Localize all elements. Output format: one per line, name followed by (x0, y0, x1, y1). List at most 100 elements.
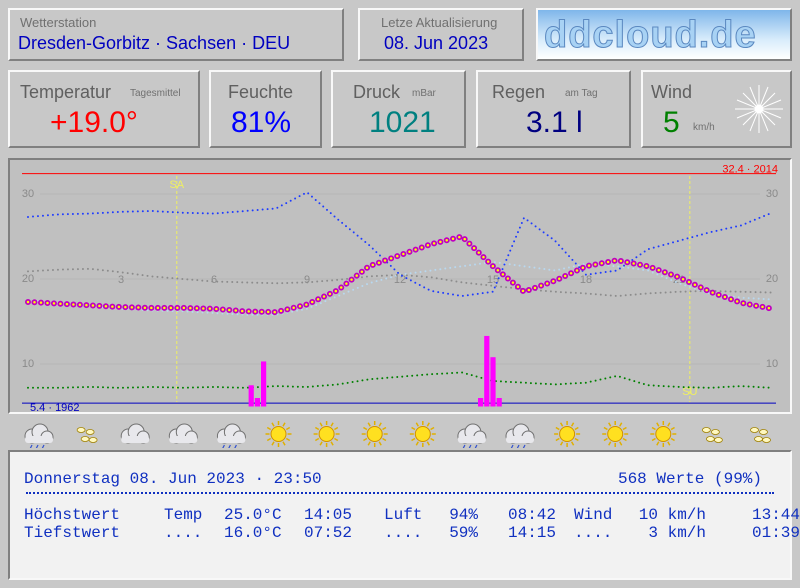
series-line (27, 371, 773, 389)
summary-cell: .... (164, 524, 203, 542)
night-cloud (714, 437, 723, 443)
sun-ray (415, 441, 419, 446)
tile-title: Feuchte (228, 82, 294, 102)
night-cloud (706, 436, 715, 442)
rain-drop (522, 444, 526, 448)
summary-cell: 13:44 (752, 506, 800, 524)
update-date: 08. Jun 2023 (384, 33, 489, 53)
weather-icon (457, 423, 487, 448)
sun-ray (622, 426, 627, 431)
cloud-base (217, 436, 246, 443)
tile: Regen am Tag 3.1 l (476, 70, 631, 148)
sun-ray (411, 426, 416, 431)
weather-icons (24, 421, 771, 448)
rain-bar (478, 398, 484, 407)
rain-drop (35, 444, 39, 448)
sun-ray (608, 441, 612, 446)
weather-icon (313, 421, 340, 447)
weather-icon (554, 421, 581, 447)
sun-ray (559, 441, 564, 446)
logo-panel: ddcloud.de (536, 8, 792, 61)
y-tick-label: 30 (766, 188, 778, 200)
weather-icon (361, 421, 388, 447)
sun-label: SU (682, 386, 697, 398)
summary-datetime: Donnerstag 08. Jun 2023 · 23:50 (24, 470, 322, 488)
sun-label: SA (169, 179, 184, 191)
y-tick-label: 10 (766, 358, 778, 370)
tile-title: Temperatur (20, 82, 112, 102)
x-tick-label: 12 (394, 274, 406, 286)
summary-cell: Tiefstwert (24, 524, 121, 542)
summary-cell: 01:39 (752, 524, 800, 542)
sun-ray (363, 437, 368, 442)
sun (414, 426, 431, 442)
sun-ray (367, 422, 371, 427)
sun-ray (282, 422, 286, 427)
station-label: Wetterstation (20, 15, 97, 30)
sun-ray (555, 437, 560, 442)
weather-icon (24, 423, 54, 448)
sun-ray (334, 426, 339, 431)
cloud-base (457, 436, 486, 443)
rain-drop (468, 444, 472, 448)
sun-ray (651, 437, 656, 442)
summary-cell: 14:15 (508, 524, 557, 542)
weather-icon (750, 427, 771, 443)
station-panel: Wetterstation Dresden-Gorbitz · Sachsen … (8, 8, 344, 61)
night-cloud (76, 427, 86, 433)
sun-ray (378, 422, 382, 427)
rain-drop (222, 444, 225, 448)
weather-icon (120, 423, 150, 444)
update-panel: Letze Aktualisierung 08. Jun 2023 (358, 8, 524, 61)
tile: Druck mBar 1021 (331, 70, 466, 148)
y-tick-label: 20 (766, 273, 778, 285)
compass-rose (735, 85, 783, 133)
tile: Temperatur Tagesmittel +19.0° (8, 70, 200, 148)
tile-value: +19.0° (50, 106, 138, 139)
reference-label: 5.4 · 1962 (30, 402, 80, 414)
summary-cell: 59% (449, 524, 478, 542)
x-tick-label: 9 (304, 274, 310, 286)
x-tick-label: 3 (118, 274, 124, 286)
sun-ray (271, 422, 275, 427)
sun-ray (382, 426, 387, 431)
sun-ray (670, 437, 675, 442)
sun-ray (430, 437, 435, 442)
x-tick-label: 6 (211, 274, 217, 286)
chart-panel (8, 158, 792, 414)
rain-drop (516, 444, 520, 448)
weather-icon (650, 421, 677, 447)
sun-ray (382, 437, 387, 442)
sun-ray (285, 426, 291, 431)
rain-bar (484, 335, 490, 407)
summary-cell: 25.0°C (224, 506, 282, 524)
tile: Wind 5 km/h (641, 70, 792, 148)
weather-icon (168, 423, 198, 444)
logo: ddcloud.de (544, 14, 757, 57)
rain-drop (234, 444, 237, 448)
tile-value: 1021 (369, 106, 436, 139)
tile-title: Regen (492, 82, 546, 102)
tile: Feuchte 81% (209, 70, 322, 148)
summary-panel: Donnerstag 08. Jun 2023 · 23:50 568 Wert… (8, 450, 800, 580)
night-cloud (711, 429, 720, 435)
rain-drop (228, 444, 231, 448)
summary-count: 568 Werte (99%) (617, 470, 762, 488)
summary-cell: .... (574, 524, 613, 542)
summary-cell: 3 km/h (648, 524, 706, 542)
summary-cell: 94% (449, 506, 478, 524)
station-name: Dresden-Gorbitz · Sachsen · DEU (18, 33, 291, 53)
summary-cell: Höchstwert (24, 506, 121, 524)
night-cloud (88, 437, 98, 443)
tile-title: Druck (353, 82, 401, 102)
tile-title: Wind (651, 82, 693, 102)
sun-ray (570, 422, 575, 427)
rain-bar (490, 357, 496, 407)
sun-ray (619, 441, 623, 446)
weather-icon (409, 421, 436, 447)
tile-subtitle: am Tag (565, 88, 598, 99)
night-cloud (702, 427, 711, 433)
sun (318, 426, 335, 442)
night-cloud (750, 427, 759, 433)
summary-cell: 10 km/h (638, 506, 706, 524)
